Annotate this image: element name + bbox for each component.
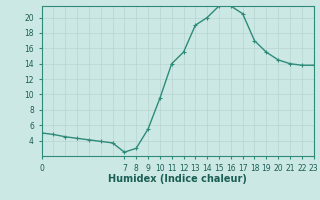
X-axis label: Humidex (Indice chaleur): Humidex (Indice chaleur) (108, 174, 247, 184)
